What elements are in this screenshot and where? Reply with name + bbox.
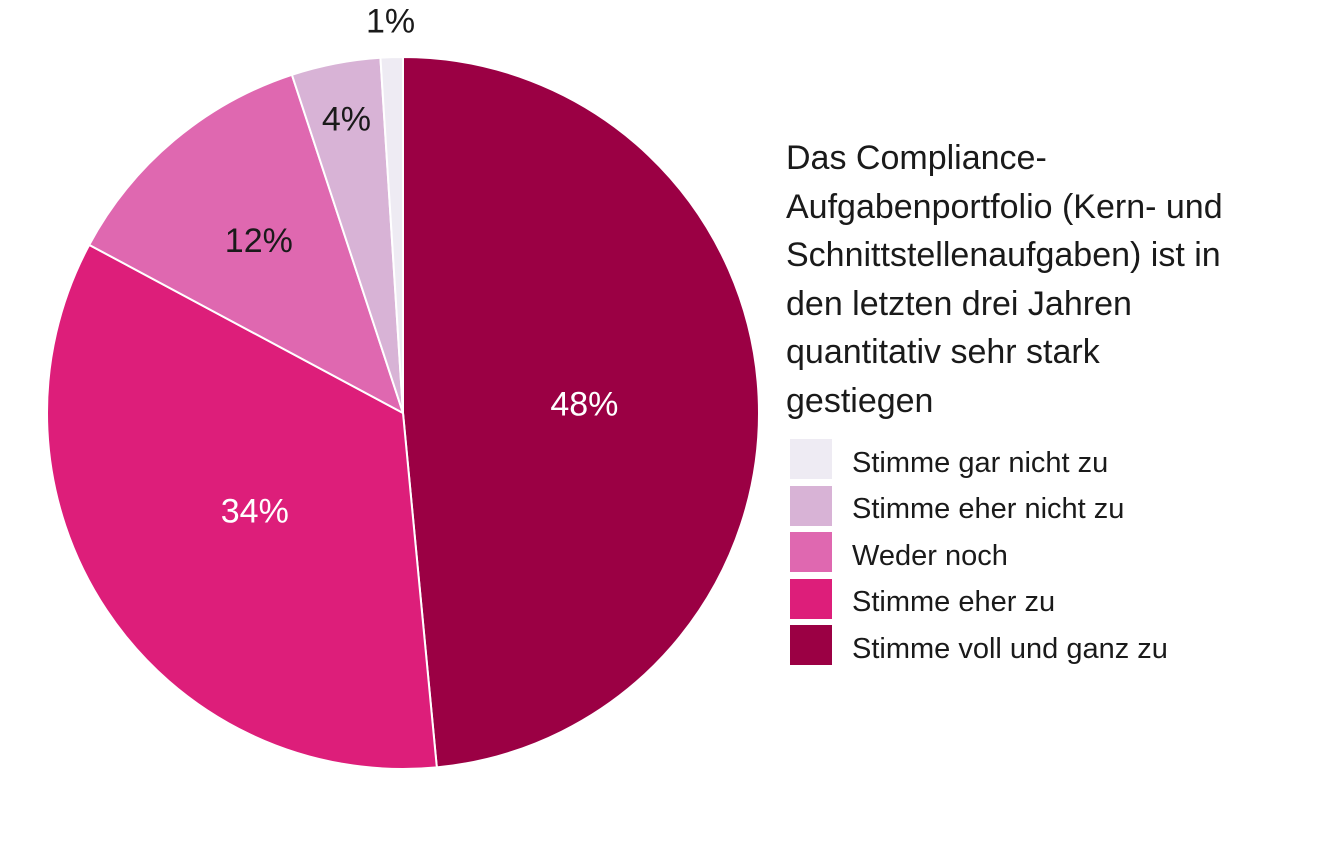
slice-label-stimme-gar-nicht-zu: 1% <box>366 3 415 41</box>
legend-item-stimme-eher-nicht-zu: Stimme eher nicht zu <box>790 483 1168 530</box>
pie-slice-stimme-voll-und-ganz-zu <box>402 56 760 769</box>
slice-label-stimme-eher-zu: 34% <box>221 493 289 531</box>
legend-label: Weder noch <box>852 539 1008 572</box>
legend-swatch <box>790 578 832 619</box>
legend-item-stimme-eher-zu: Stimme eher zu <box>790 576 1168 623</box>
legend-swatch <box>790 532 832 573</box>
legend-item-stimme-voll-und-ganz-zu: Stimme voll und ganz zu <box>790 622 1168 669</box>
legend-label: Stimme eher nicht zu <box>852 493 1125 526</box>
slice-label-weder-noch: 12% <box>225 222 293 260</box>
legend-swatch <box>790 439 832 480</box>
slice-label-stimme-eher-nicht-zu: 4% <box>322 100 371 138</box>
chart-title: Das Compliance- Aufgabenportfolio (Kern-… <box>786 139 1223 420</box>
pie-chart: 48% 34% 12% 4% 1% <box>46 3 760 770</box>
legend-item-weder-noch: Weder noch <box>790 529 1168 576</box>
legend-label: Stimme eher zu <box>852 586 1056 619</box>
pie-slice-stimme-gar-nicht-zu <box>379 56 404 414</box>
legend-label: Stimme voll und ganz zu <box>852 632 1168 665</box>
slice-label-stimme-voll-und-ganz-zu: 48% <box>550 385 618 423</box>
legend-item-stimme-gar-nicht-zu: Stimme gar nicht zu <box>790 436 1168 483</box>
pie-slice-stimme-eher-zu <box>46 243 438 770</box>
pie-slice-weder-noch <box>88 73 404 414</box>
legend: Stimme gar nicht zu Stimme eher nicht zu W… <box>790 436 1168 669</box>
legend-swatch <box>790 485 832 526</box>
legend-swatch <box>790 625 832 666</box>
legend-label: Stimme gar nicht zu <box>852 446 1109 479</box>
